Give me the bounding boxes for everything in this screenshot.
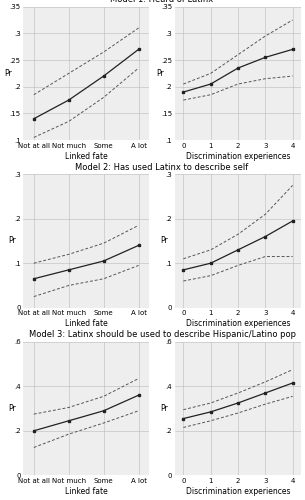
X-axis label: Linked fate: Linked fate: [65, 487, 108, 496]
Y-axis label: Pr: Pr: [156, 69, 164, 78]
Text: Model 2: Has used Latinx to describe self: Model 2: Has used Latinx to describe sel…: [75, 163, 249, 172]
X-axis label: Discrimination experiences: Discrimination experiences: [186, 152, 290, 160]
Y-axis label: Pr: Pr: [4, 69, 12, 78]
X-axis label: Discrimination experiences: Discrimination experiences: [186, 319, 290, 328]
Text: Model 3: Latinx should be used to describe Hispanic/Latino pop: Model 3: Latinx should be used to descri…: [29, 330, 296, 340]
Text: Model 1: Heard of Latinx: Model 1: Heard of Latinx: [110, 0, 214, 4]
Y-axis label: Pr: Pr: [9, 404, 16, 413]
X-axis label: Linked fate: Linked fate: [65, 319, 108, 328]
Y-axis label: Pr: Pr: [9, 236, 16, 246]
X-axis label: Discrimination experiences: Discrimination experiences: [186, 487, 290, 496]
Y-axis label: Pr: Pr: [160, 236, 168, 246]
Y-axis label: Pr: Pr: [160, 404, 168, 413]
X-axis label: Linked fate: Linked fate: [65, 152, 108, 160]
